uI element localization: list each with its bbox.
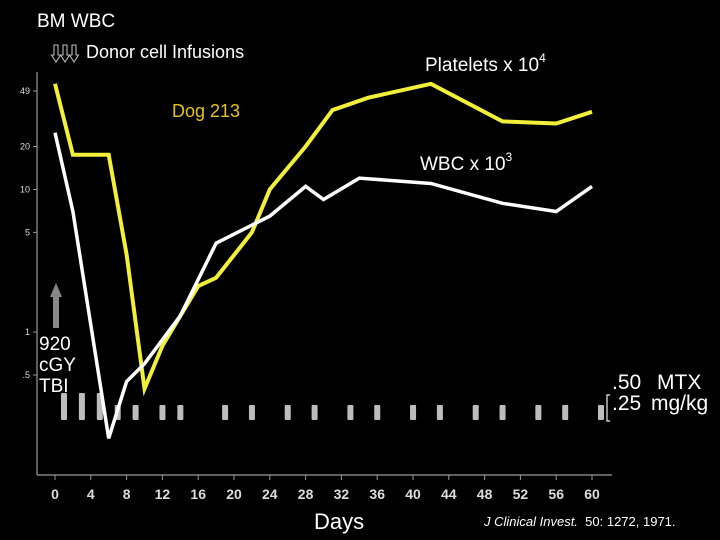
- x-tick-label: 60: [584, 486, 600, 502]
- citation: J Clinical Invest. 50: 1272, 1971.: [484, 514, 676, 529]
- wbc-label: WBC x 103: [420, 150, 513, 175]
- mtx-drug: MTX: [657, 371, 701, 394]
- x-tick-label: 0: [51, 486, 59, 502]
- mtx-bracket-icon: [606, 394, 610, 422]
- y-ticks: 49 20 10 5 1 .5: [20, 86, 37, 380]
- mtx-bar-low: [222, 405, 229, 420]
- mtx-bar-low: [177, 405, 184, 420]
- radiation-unit: cGY: [39, 355, 76, 376]
- y-tick-label: .5: [22, 370, 30, 380]
- radiation-type: TBI: [39, 376, 69, 397]
- y-tick-label: 20: [20, 142, 30, 152]
- mtx-bar-low: [535, 405, 542, 420]
- y-tick-label: 1: [25, 327, 30, 337]
- y-tick-label: 5: [25, 227, 30, 237]
- mtx-bar-low: [132, 405, 139, 420]
- chart-title: Dog 213: [172, 101, 240, 121]
- mtx-bar-low: [598, 405, 604, 420]
- mtx-bar-low: [311, 405, 318, 420]
- platelets-label: Platelets x 104: [425, 51, 546, 76]
- x-tick-label: 52: [513, 486, 529, 502]
- x-tick-label: 24: [262, 486, 278, 502]
- x-tick-label: 8: [123, 486, 131, 502]
- x-tick-label: 20: [226, 486, 242, 502]
- mtx-dose-bars: [61, 393, 604, 420]
- x-tick-label: 4: [87, 486, 95, 502]
- x-tick-label: 16: [190, 486, 206, 502]
- x-tick-label: 32: [334, 486, 350, 502]
- platelets-line: [53, 81, 593, 397]
- radiation-dose: 920: [39, 334, 71, 355]
- infusion-arrows-icon: [50, 44, 80, 64]
- mtx-bar-low: [248, 405, 255, 420]
- mtx-bar-low: [562, 405, 569, 420]
- x-tick-label: 28: [298, 486, 314, 502]
- mtx-bar-high: [78, 393, 85, 420]
- citation-journal: J Clinical Invest.: [484, 514, 578, 529]
- mtx-bar-low: [374, 405, 381, 420]
- mtx-bar-low: [347, 405, 354, 420]
- x-tick-label: 48: [477, 486, 493, 502]
- y-tick-label: 49: [20, 86, 30, 96]
- radiation-arrow-icon: [50, 283, 62, 328]
- mtx-dose-low: .25: [612, 392, 641, 415]
- donor-cell-infusions-label: Donor cell Infusions: [86, 42, 244, 62]
- y-axis-label: BM WBC: [37, 11, 115, 32]
- x-tick-label: 12: [155, 486, 171, 502]
- x-axis-label: Days: [314, 509, 364, 534]
- x-tick-label: 36: [369, 486, 385, 502]
- x-tick-label: 44: [441, 486, 457, 502]
- citation-ref: 50: 1272, 1971.: [585, 514, 676, 529]
- y-tick-label: 10: [20, 184, 30, 194]
- mtx-dose-high: .50: [612, 371, 641, 394]
- series-lines: [53, 81, 594, 439]
- mtx-unit: mg/kg: [651, 392, 708, 415]
- wbc-line: [53, 132, 594, 439]
- mtx-bar-low: [284, 405, 291, 420]
- mtx-bar-low: [159, 405, 166, 420]
- mtx-bar-high: [61, 393, 67, 420]
- mtx-bar-low: [436, 405, 443, 420]
- x-ticks: 0 4 8 12 16 20 24 28 32 36 40 44 48 52 56 60: [51, 475, 600, 502]
- x-tick-label: 56: [548, 486, 564, 502]
- x-tick-label: 40: [405, 486, 421, 502]
- mtx-bar-low: [499, 405, 506, 420]
- mtx-bar-low: [472, 405, 479, 420]
- mtx-bar-low: [410, 405, 417, 420]
